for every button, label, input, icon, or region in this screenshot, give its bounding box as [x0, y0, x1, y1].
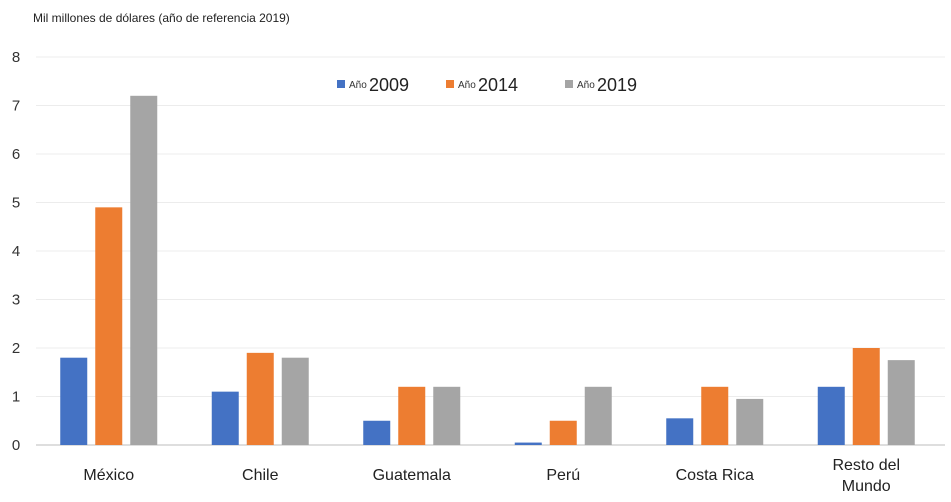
legend-prefix: Año — [458, 80, 476, 91]
bar-2019-costa-rica — [736, 398, 764, 445]
y-tick-label: 4 — [12, 243, 20, 260]
legend-swatch — [337, 80, 345, 88]
bar-2009-chile — [211, 391, 239, 445]
bar-2019-chile — [281, 357, 309, 445]
bar-2009-resto-del-mundo — [817, 386, 845, 445]
legend-swatch — [565, 80, 573, 88]
category-label: Perú — [546, 467, 580, 484]
category-label: Chile — [242, 467, 279, 484]
bar-2009-costa-rica — [666, 418, 694, 445]
legend-swatch — [446, 80, 454, 88]
legend-prefix: Año — [349, 80, 367, 91]
legend-prefix: Año — [577, 80, 595, 91]
y-tick-label: 1 — [12, 389, 20, 406]
bar-2014-costa-rica — [701, 386, 729, 445]
category-label: Guatemala — [373, 467, 451, 484]
category-label: México — [83, 467, 134, 484]
bar-2019-perú — [584, 386, 612, 445]
bar-2014-méxico — [95, 207, 123, 445]
y-tick-label: 8 — [12, 49, 20, 66]
legend-label: 2014 — [478, 75, 518, 95]
bar-2014-perú — [549, 420, 577, 445]
bars — [60, 95, 915, 446]
bar-2019-méxico — [130, 95, 158, 446]
legend-label: 2019 — [597, 75, 637, 95]
y-tick-label: 2 — [12, 340, 20, 357]
y-tick-label: 5 — [12, 195, 20, 212]
y-tick-label: 6 — [12, 146, 20, 163]
legend-label: 2009 — [369, 75, 409, 95]
bar-2014-resto-del-mundo — [852, 348, 880, 445]
gridlines — [36, 56, 945, 446]
bar-2019-resto-del-mundo — [887, 360, 915, 445]
y-tick-labels: 0 1 2 3 4 5 6 7 8 — [12, 49, 20, 454]
category-label: Costa Rica — [676, 467, 754, 484]
y-tick-label: 7 — [12, 98, 20, 115]
bar-2009-méxico — [60, 357, 88, 445]
y-tick-label: 0 — [12, 437, 20, 454]
y-axis-label: Mil millones de dólares (año de referenc… — [33, 11, 290, 25]
category-label: Mundo — [842, 478, 891, 495]
bar-2009-perú — [514, 442, 542, 445]
legend: Año 2009 Año 2014 Año 2019 — [337, 75, 637, 95]
bar-2014-guatemala — [398, 386, 426, 445]
y-tick-label: 3 — [12, 292, 20, 309]
bar-2014-chile — [246, 352, 274, 445]
bar-2019-guatemala — [433, 386, 461, 445]
category-label: Resto del — [832, 457, 900, 474]
category-labels: México Chile Guatemala Perú Costa Rica Resto … — [83, 457, 900, 495]
bar-2009-guatemala — [363, 420, 391, 445]
